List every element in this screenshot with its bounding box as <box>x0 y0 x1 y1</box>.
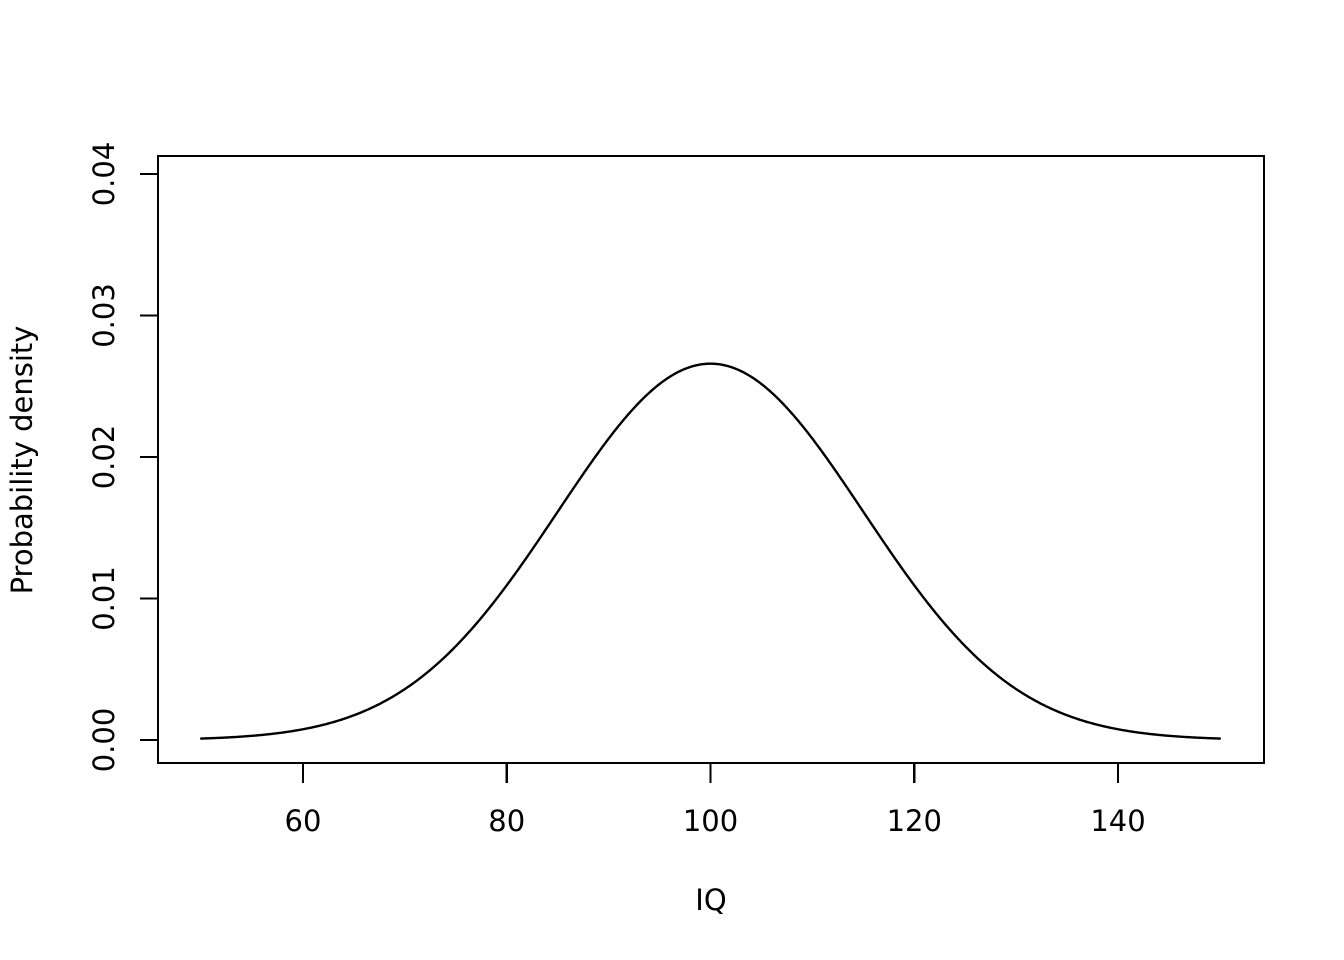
y-tick-label-0: 0.00 <box>87 708 121 773</box>
y-tick-label-3: 0.03 <box>87 283 121 348</box>
y-tick-label-2: 0.02 <box>87 425 121 490</box>
x-tick-label-4: 140 <box>1090 804 1145 838</box>
x-tick-label-3: 120 <box>887 804 942 838</box>
x-axis-ticks <box>301 763 1120 783</box>
y-tick-label-4: 0.04 <box>87 142 121 207</box>
x-tick-label-0: 60 <box>285 804 322 838</box>
y-axis-ticks <box>140 172 158 742</box>
y-axis-tick-labels: 0.00 0.01 0.02 0.03 0.04 <box>87 142 121 773</box>
x-tick-label-1: 80 <box>488 804 525 838</box>
y-axis-title: Probability density <box>5 326 39 595</box>
density-curve-group <box>199 362 1222 740</box>
normal-density-curve <box>199 362 1222 740</box>
x-axis-tick-labels: 60 80 100 120 140 <box>285 804 1146 838</box>
x-axis-title: IQ <box>695 883 726 917</box>
x-tick-label-2: 100 <box>683 804 738 838</box>
y-tick-label-1: 0.01 <box>87 566 121 631</box>
